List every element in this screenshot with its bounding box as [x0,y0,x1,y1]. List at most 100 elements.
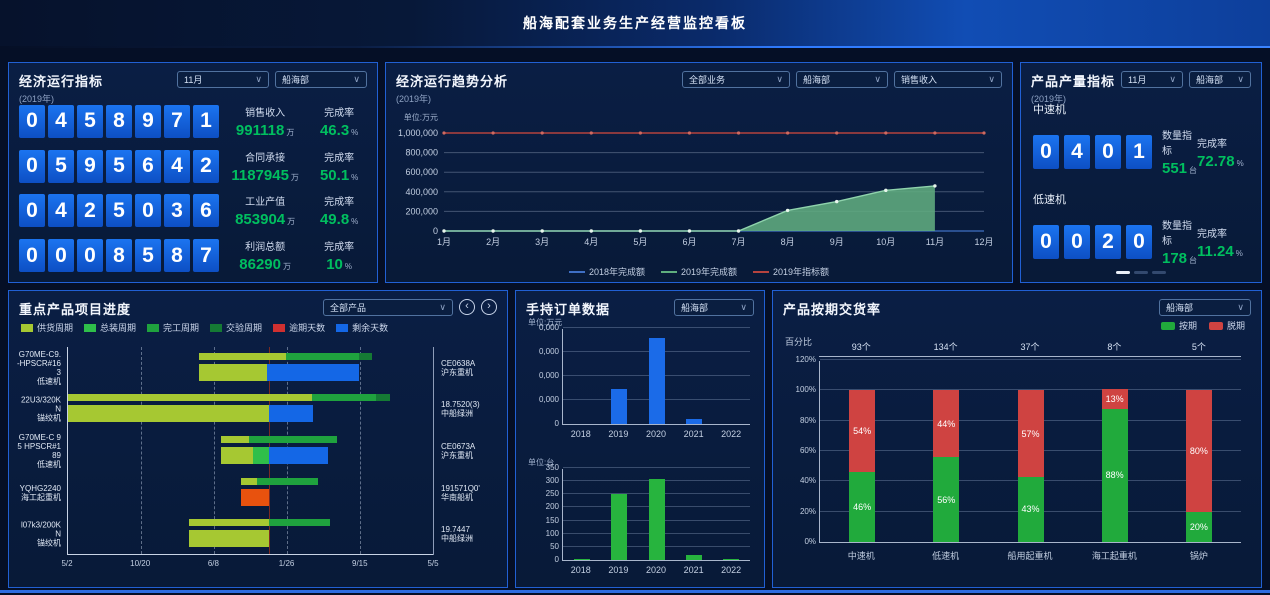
production-dept-dropdown[interactable]: 船海部 ∨ [1189,71,1252,88]
projects-x-axis: 5/2 10/20 6/8 1/26 9/15 5/5 [61,559,438,571]
label-line: G70ME-C 9 [18,433,61,442]
prev-page-button[interactable]: ‹ [459,299,475,315]
trend-metric-dropdown[interactable]: 销售收入 ∨ [894,71,1002,88]
pagination-dash[interactable] [1152,271,1166,274]
delivery-dept-dropdown[interactable]: 船海部 ∨ [1159,299,1251,316]
digit-box: 2 [1095,225,1121,259]
digit-box: 7 [164,104,190,138]
count-label: 37个 [1020,342,1040,352]
gantt-bar [68,530,433,548]
delivery-panel: 产品按期交货率 船海部 ∨ 按期 脱期 百分比 93个 134个 37个 8个 5个 0%… [772,290,1262,588]
trend-chart: 0 200,000 400,000 600,000 800,000 1,000,000 单位… [386,107,1012,264]
category-label: 船用起重机 [1007,551,1053,561]
y-tick-label: 100 [545,528,559,538]
trend-business-dropdown[interactable]: 全部业务 ∨ [682,71,790,88]
metric-number: 11.24 [1197,242,1234,260]
economic-dept-dropdown[interactable]: 船海部 ∨ [275,71,367,88]
metric-label: 完成率 [324,107,355,119]
trend-panel: 经济运行趋势分析 (2019年) 全部业务 ∨ 船海部 ∨ 销售收入 ∨ 0 20… [385,62,1013,283]
legend-item: 供货周期 [21,321,73,334]
production-title: 产品产量指标 [1031,74,1116,89]
projects-product-dropdown[interactable]: 全部产品 ∨ [323,299,453,316]
orders-value-x-axis: 2018 2019 2020 2021 2022 [562,429,750,439]
legend-swatch [21,323,33,332]
metric-value: 11.24% [1197,243,1249,260]
count-label: 8个 [1107,342,1122,352]
trend-legend: 2018年完成额 2019年完成额 2019年指标额 [386,265,1012,278]
pagination-dash[interactable] [1116,271,1130,274]
production-subtitle: (2019年) [1031,94,1067,104]
metric-unit: % [351,127,359,137]
label-line: -HPSCR#16 [16,358,61,368]
gantt-bar-segment [268,405,313,423]
legend-swatch [1208,321,1223,330]
legend-label: 脱期 [1226,321,1245,331]
legend-label: 2019年完成额 [680,267,738,277]
project-name-label: G70ME-C9. -HPSCR#16 3 低速机 [17,350,61,386]
digit-box: 0 [1064,225,1090,259]
projects-panel-header: 重点产品项目进度 全部产品 ∨ ‹ › [9,291,507,318]
economic-month-dropdown[interactable]: 11月 ∨ [177,71,269,88]
metric-block: 完成率 10% [311,238,367,273]
label-line: 海工起重机 [21,492,61,502]
delivery-title: 产品按期交货率 [783,302,882,317]
orders-count-x-axis: 2018 2019 2020 2021 2022 [562,565,750,575]
digit-box: 0 [19,239,45,273]
bottom-frame-line [0,590,1270,593]
legend-swatch [1160,321,1175,330]
metric-unit: % [344,262,353,272]
chevron-down-icon: ∨ [1237,302,1244,312]
label-line: 18.7520(3) [441,400,480,410]
project-code-label: 191571Q0' 华南船机 [441,484,480,502]
digit-box: 5 [48,149,74,183]
gantt-bar-segment [220,436,249,443]
product-type-label: 低速机 [1033,194,1066,206]
trend-dept-dropdown[interactable]: 船海部 ∨ [796,71,888,88]
label-line: 191571Q0' [441,483,480,493]
digit-box: 0 [77,239,103,273]
pagination-dash[interactable] [1134,271,1148,274]
economic-subtitle: (2019年) [19,94,55,104]
bar [611,494,628,560]
bar [648,478,665,560]
gantt-bar [68,436,433,443]
trend-line-chart: 0 200,000 400,000 600,000 800,000 1,000,000 单位… [398,112,994,247]
metric-value: 991118 万 [219,122,311,139]
production-titles: 产品产量指标 (2019年) [1031,71,1115,105]
x-tick-label: 5/5 [427,559,439,568]
gantt-bar [68,447,433,464]
digit-box: 0 [19,194,45,228]
digit-box: 3 [164,194,190,228]
legend-swatch [753,270,770,273]
gantt-bar [68,519,433,527]
metric-label: 合同承接 [245,152,286,164]
metric-number: 10 [326,256,343,274]
projects-panel: 重点产品项目进度 全部产品 ∨ ‹ › 供货周期 总装周期 完工周期 交验周期 逾期天数… [8,290,508,588]
metric-unit: 万 [290,172,299,182]
svg-text:5月: 5月 [633,237,647,247]
metric-block: 销售收入 991118 万 [219,104,311,139]
legend-item: 按期 [1160,319,1197,332]
digit-box: 0 [1033,135,1059,169]
label-line: 中船绿洲 [441,409,473,419]
metric-label: 工业产值 [245,197,286,209]
bar [648,337,665,424]
digit-box: 5 [135,239,161,273]
digit-box: 1 [1126,135,1152,169]
metric-unit: 台 [1189,256,1198,265]
digit-box: 8 [164,239,190,273]
production-month-dropdown[interactable]: 11月 ∨ [1121,71,1184,88]
y-tick-label: 60% [799,446,816,455]
legend-swatch [147,323,160,332]
metric-number: 1187945 [231,166,289,184]
gantt-bar-segment [269,447,329,464]
orders-dept-dropdown[interactable]: 船海部 ∨ [674,299,754,316]
metric-block: 合同承接 1187945 万 [219,149,311,184]
gantt-bar-segment [220,447,253,464]
x-tick-label: 5/2 [61,559,73,568]
next-page-button[interactable]: › [481,299,497,315]
production-section: 低速机 0 0 2 0 数量指标 178 台完成率 11.24% [1021,187,1261,277]
metric-block: 完成率 46.3% [311,104,367,139]
digit-box: 0 [48,239,74,273]
